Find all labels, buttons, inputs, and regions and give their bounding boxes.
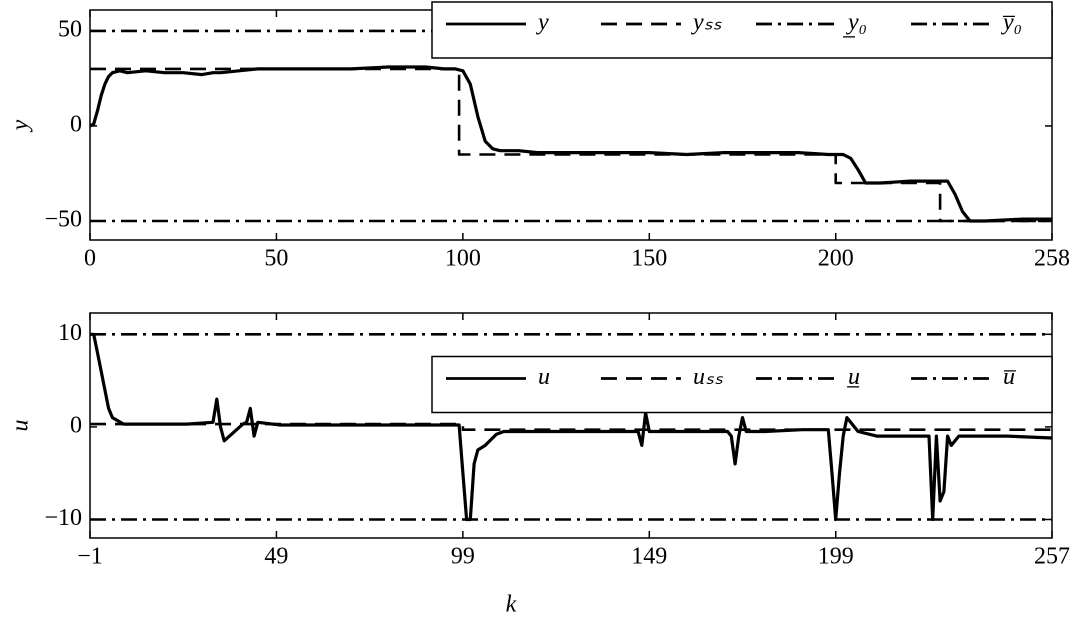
x-tick-label: 199 bbox=[818, 544, 854, 570]
x-tick-label: 99 bbox=[451, 544, 475, 570]
legend: y yₛₛ y̲₀ y̅₀ bbox=[431, 1, 1053, 59]
y-tick-label: 50 bbox=[58, 16, 82, 42]
x-tick-label: 49 bbox=[264, 544, 288, 570]
legend-label: y̅₀ bbox=[1001, 10, 1022, 36]
legend-label: u bbox=[538, 364, 550, 390]
legend-label: yₛₛ bbox=[691, 10, 723, 36]
x-tick-label: 0 bbox=[84, 246, 96, 272]
legend-label: u̅ bbox=[1003, 364, 1017, 390]
legend-box bbox=[431, 355, 1053, 414]
y-axis-label: y bbox=[8, 119, 34, 132]
legend-label: y bbox=[536, 10, 549, 36]
legend: u uₛₛ u̲ u̅ bbox=[431, 355, 1053, 414]
x-tick-label: 200 bbox=[818, 246, 854, 272]
y-tick-label: 0 bbox=[70, 111, 82, 137]
x-tick-label: −1 bbox=[77, 544, 103, 570]
series-line bbox=[90, 422, 1052, 431]
legend-label: u̲ bbox=[847, 364, 860, 390]
x-tick-label: 257 bbox=[1034, 544, 1070, 570]
y-tick-label: −50 bbox=[44, 206, 82, 232]
y-axis-label: u bbox=[8, 420, 34, 432]
x-tick-label: 258 bbox=[1034, 246, 1070, 272]
series-line bbox=[90, 332, 1053, 522]
axes-frame bbox=[89, 312, 1053, 539]
x-tick-label: 149 bbox=[631, 544, 667, 570]
y-tick-label: −10 bbox=[44, 505, 82, 531]
y-tick-label: 10 bbox=[58, 320, 82, 346]
x-tick-label: 100 bbox=[445, 246, 481, 272]
y-tick-label: 0 bbox=[70, 412, 82, 438]
x-tick-label: 150 bbox=[631, 246, 667, 272]
x-tick-label: 50 bbox=[264, 246, 288, 272]
series-line bbox=[90, 67, 1052, 223]
series-line bbox=[89, 65, 1052, 223]
x-axis-label: k bbox=[506, 592, 517, 618]
plot: −1 49 99 149 199 257 −10 0 10 u k bbox=[8, 312, 1070, 618]
legend-label: uₛₛ bbox=[693, 364, 724, 390]
legend-box bbox=[431, 1, 1053, 59]
